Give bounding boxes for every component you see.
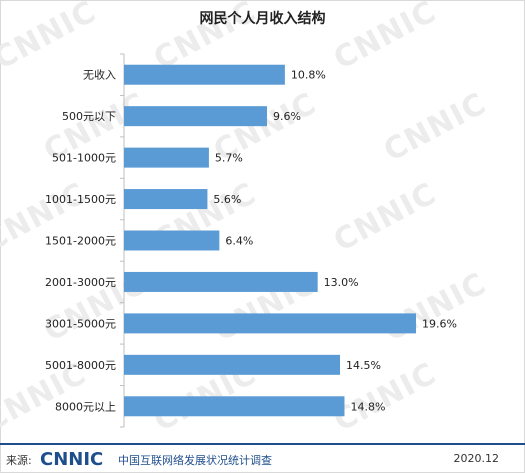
bar [124, 147, 209, 168]
logo-text: CNNIC [40, 449, 103, 468]
bar-chart: 无收入 10.8% 500元以下 9.6% 501-1000元 5.7% 1001-1500… [45, 53, 457, 428]
category-label: 5001-8000元 [45, 359, 116, 372]
footer-divider [0, 443, 525, 445]
data-label: 14.8% [350, 400, 385, 413]
bar [124, 106, 268, 127]
data-label: 6.4% [225, 235, 253, 248]
data-label: 5.6% [213, 193, 241, 206]
category-label: 500元以下 [62, 110, 116, 123]
bar [124, 271, 318, 292]
report-date: 2020.12 [453, 452, 500, 465]
bar [124, 230, 220, 251]
source-label: 来源: [6, 454, 32, 467]
bar [124, 64, 285, 85]
category-label: 1001-1500元 [45, 193, 116, 206]
category-label: 3001-5000元 [45, 317, 116, 330]
data-label: 19.6% [422, 317, 457, 330]
category-label: 8000元以上 [55, 400, 116, 413]
bar [124, 313, 416, 334]
category-label: 501-1000元 [52, 152, 116, 165]
data-label: 10.8% [291, 69, 326, 82]
data-label: 5.7% [215, 152, 243, 165]
chart-title: 网民个人月收入结构 [199, 11, 326, 27]
bar [124, 189, 208, 210]
source-organization: 中国互联网络发展状况统计调查 [118, 454, 272, 467]
data-label: 13.0% [324, 276, 359, 289]
cnnic-logo: CNNIC [40, 449, 103, 468]
category-label: 无收入 [83, 68, 116, 82]
data-label: 9.6% [273, 110, 301, 123]
data-label: 14.5% [346, 359, 381, 372]
bar [124, 396, 345, 417]
category-label: 1501-2000元 [45, 235, 116, 248]
category-label: 2001-3000元 [45, 276, 116, 289]
bar [124, 354, 341, 375]
